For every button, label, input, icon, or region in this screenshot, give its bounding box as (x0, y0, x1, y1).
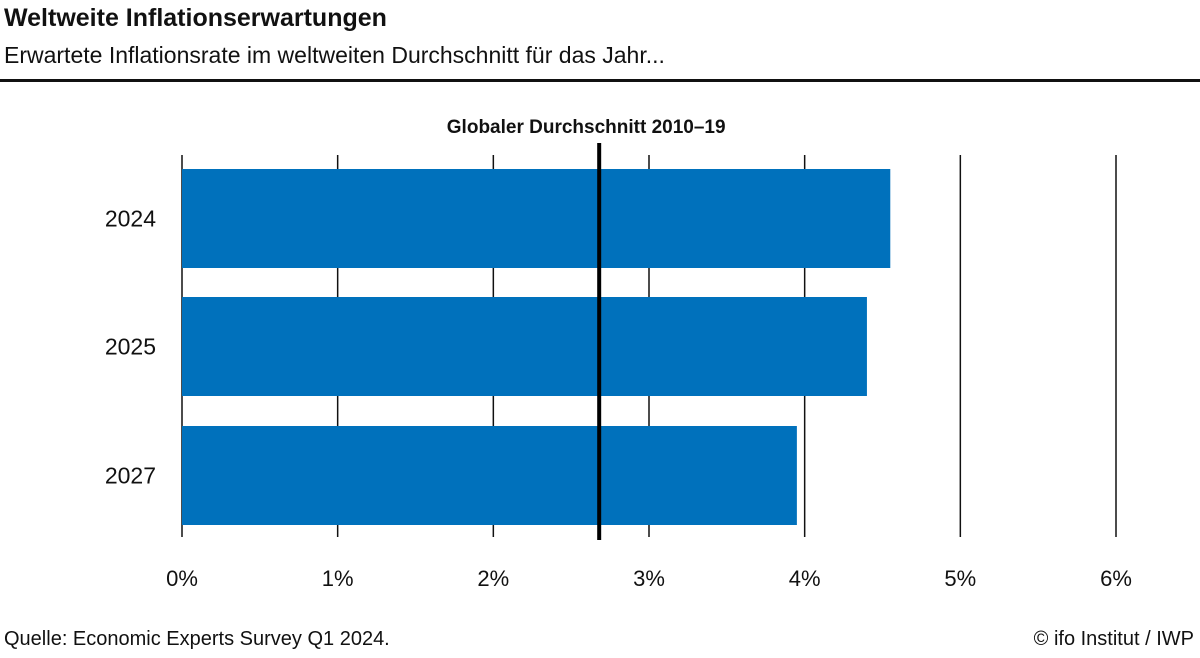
header-divider (0, 79, 1200, 82)
x-tick-label-4: 4% (789, 566, 821, 591)
chart-subtitle: Erwartete Inflationsrate im weltweiten D… (4, 42, 665, 68)
x-tick-label-2: 2% (477, 566, 509, 591)
bar-2027 (182, 426, 797, 525)
x-tick-label-5: 5% (944, 566, 976, 591)
x-tick-label-6: 6% (1100, 566, 1132, 591)
source-note: Quelle: Economic Experts Survey Q1 2024. (4, 628, 390, 650)
bar-2024 (182, 169, 891, 268)
x-tick-label-0: 0% (166, 566, 198, 591)
y-category-label-2025: 2025 (105, 334, 156, 360)
x-tick-label-3: 3% (633, 566, 665, 591)
copyright-note: © ifo Institut / IWP (1033, 628, 1194, 650)
chart-title: Weltweite Inflationserwartungen (4, 4, 387, 32)
x-tick-label-1: 1% (322, 566, 354, 591)
y-category-label-2027: 2027 (105, 463, 156, 489)
y-category-label-2024: 2024 (105, 206, 156, 232)
bar-2025 (182, 297, 867, 396)
bar-chart: 0% 1% 2% 3% 4% 5% 6% 2024 2025 2027 Globaler Durch… (105, 117, 1132, 591)
reference-line-label: Globaler Durchschnitt 2010–19 (447, 117, 726, 138)
